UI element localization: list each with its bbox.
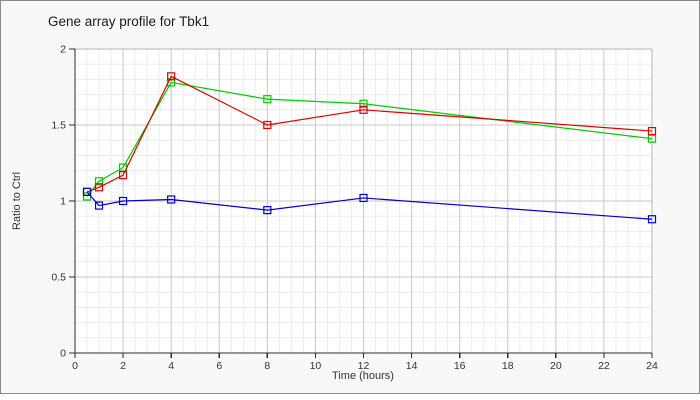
data-point-marker (118, 171, 128, 180)
x-tick-label: 18 (502, 360, 514, 372)
x-tick-label: 10 (310, 360, 322, 372)
data-point-marker (118, 196, 128, 206)
series-blue (82, 187, 657, 224)
x-tick-label: 2 (120, 360, 126, 372)
y-tick-label: 0.5 (51, 272, 66, 284)
x-tick-label: 20 (550, 360, 562, 372)
x-tick-label: 8 (264, 360, 270, 372)
x-tick-label: 16 (454, 360, 466, 372)
data-point-marker (94, 183, 104, 192)
data-point-marker (359, 99, 368, 108)
x-tick-label: 12 (358, 360, 370, 372)
y-tick-label: 2 (60, 44, 66, 56)
series-line (86, 81, 653, 197)
x-tick-label: 4 (168, 360, 174, 372)
x-tick-label: 14 (406, 360, 418, 372)
data-point-marker (82, 187, 92, 196)
data-point-marker (359, 193, 368, 203)
series-line (86, 191, 653, 220)
data-point-marker (263, 206, 272, 215)
data-point-marker (263, 95, 272, 104)
data-point-marker (167, 72, 176, 81)
series-line (86, 75, 653, 193)
data-point-marker (94, 177, 104, 186)
y-tick-label: 0 (60, 348, 66, 360)
data-point-marker (263, 120, 272, 130)
x-axis-title: Time (hours) (332, 370, 394, 382)
y-tick-label: 1.5 (51, 120, 66, 132)
data-point-marker (647, 215, 657, 224)
y-tick-label: 1 (60, 196, 66, 208)
data-point-marker (94, 201, 104, 210)
x-tick-label: 24 (646, 360, 658, 372)
x-tick-label: 6 (216, 360, 222, 372)
data-point-marker (167, 195, 176, 204)
x-tick-label: 22 (598, 360, 610, 372)
data-point-marker (359, 105, 368, 114)
x-tick-label: 0 (72, 360, 78, 372)
chart-title: Gene array profile for Tbk1 (48, 14, 210, 29)
data-point-marker (647, 126, 657, 136)
